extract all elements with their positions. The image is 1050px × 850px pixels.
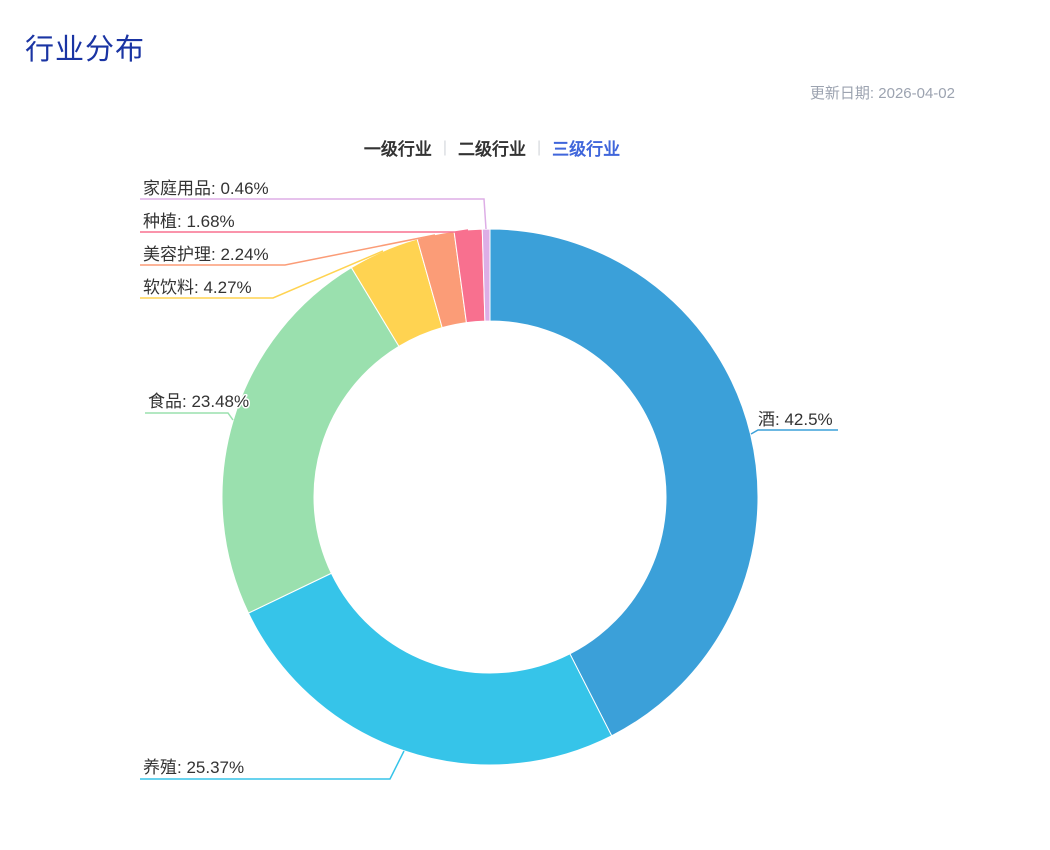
label-line-食品	[145, 412, 234, 421]
tab-separator: |	[442, 138, 447, 156]
tab-level-1[interactable]: 一级行业	[363, 140, 432, 159]
update-date-label: 更新日期: 2026-04-02	[809, 85, 955, 102]
slice-label-养殖: 养殖: 25.37%	[143, 758, 244, 777]
slice-label-美容护理: 美容护理: 2.24%	[143, 245, 269, 264]
tab-level-3[interactable]: 三级行业	[552, 140, 621, 159]
slice-label-软饮料: 软饮料: 4.27%	[143, 278, 252, 297]
label-line-美容护理	[140, 234, 436, 266]
label-line-家庭用品	[140, 198, 487, 230]
slice-label-酒: 酒: 42.5%	[758, 410, 833, 429]
tab-separator: |	[537, 138, 542, 156]
tab-level-2[interactable]: 二级行业	[458, 140, 526, 159]
label-line-软饮料	[140, 250, 384, 299]
slice-label-食品: 食品: 23.48%	[148, 392, 249, 411]
pie-slice-食品[interactable]	[221, 266, 400, 614]
slice-label-种植: 种植: 1.68%	[143, 212, 235, 231]
industry-level-tabs: 一级行业 | 二级行业 | 三级行业	[0, 135, 984, 160]
label-line-养殖	[140, 750, 405, 780]
page-title: 行业分布	[25, 34, 146, 66]
slice-label-家庭用品: 家庭用品: 0.46%	[143, 179, 269, 198]
pie-slice-家庭用品[interactable]	[481, 228, 491, 322]
label-line-种植	[140, 229, 469, 233]
pie-slice-养殖[interactable]	[247, 572, 613, 766]
label-line-酒	[750, 429, 838, 435]
pie-slice-酒[interactable]	[489, 228, 759, 737]
